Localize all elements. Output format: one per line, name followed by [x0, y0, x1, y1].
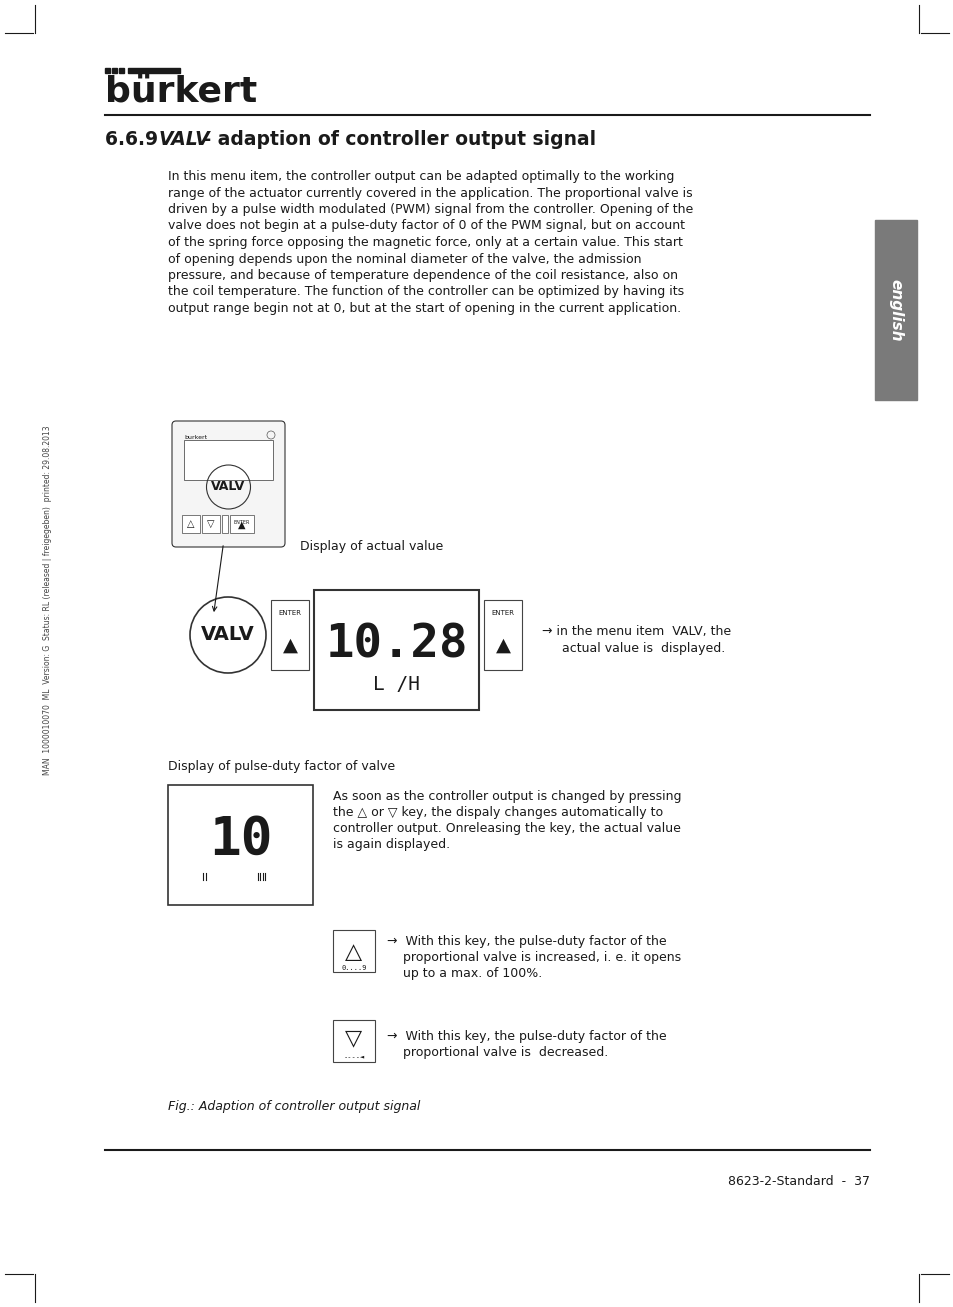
Bar [874, 220, 916, 400]
Text: ENTER: ENTER [233, 520, 250, 525]
Text: controller output. Onreleasing the key, the actual value: controller output. Onreleasing the key, … [333, 822, 680, 835]
Text: english: english [887, 278, 902, 341]
Text: 10: 10 [209, 814, 272, 867]
Bar [202, 515, 220, 533]
Text: burkert: burkert [184, 435, 207, 440]
Text: bürkert: bürkert [105, 74, 257, 108]
Text: L /H: L /H [373, 676, 419, 694]
Bar [314, 589, 478, 710]
Bar [128, 68, 180, 73]
Bar [112, 68, 117, 73]
Text: In this menu item, the controller output can be adapted optimally to the working: In this menu item, the controller output… [168, 170, 674, 183]
Text: △: △ [345, 942, 362, 962]
Text: Fig.: Adaption of controller output signal: Fig.: Adaption of controller output sign… [168, 1100, 420, 1114]
Text: the coil temperature. The function of the controller can be optimized by having : the coil temperature. The function of th… [168, 285, 683, 298]
Text: output range begin not at 0, but at the start of opening in the current applicat: output range begin not at 0, but at the … [168, 302, 680, 315]
Text: VALV: VALV [212, 481, 245, 494]
Text: Display of pulse-duty factor of valve: Display of pulse-duty factor of valve [168, 759, 395, 772]
Text: 10.28: 10.28 [325, 622, 467, 668]
Text: range of the actuator currently covered in the application. The proportional val: range of the actuator currently covered … [168, 187, 692, 200]
Text: As soon as the controller output is changed by pressing: As soon as the controller output is chan… [333, 789, 680, 802]
Text: ENTER: ENTER [491, 610, 514, 616]
Text: of opening depends upon the nominal diameter of the valve, the admission: of opening depends upon the nominal diam… [168, 252, 640, 265]
Text: ▲: ▲ [495, 635, 510, 655]
Text: - adaption of controller output signal: - adaption of controller output signal [196, 129, 596, 149]
Text: driven by a pulse width modulated (PWM) signal from the controller. Opening of t: driven by a pulse width modulated (PWM) … [168, 203, 693, 216]
Bar [230, 515, 253, 533]
Text: ▲: ▲ [282, 635, 297, 655]
Text: MAN  1000010070  ML  Version: G  Status: RL (released | freigegeben)  printed: 2: MAN 1000010070 ML Version: G Status: RL … [44, 425, 52, 775]
Bar [168, 786, 313, 904]
Bar [271, 600, 309, 670]
Bar [119, 68, 124, 73]
Text: VALV: VALV [201, 626, 254, 644]
Bar [222, 515, 228, 533]
Text: 0....9: 0....9 [341, 965, 366, 971]
Bar [182, 515, 200, 533]
Text: → in the menu item  VALV, the: → in the menu item VALV, the [541, 625, 730, 638]
Text: pressure, and because of temperature dependence of the coil resistance, also on: pressure, and because of temperature dep… [168, 269, 678, 282]
Text: of the spring force opposing the magnetic force, only at a certain value. This s: of the spring force opposing the magneti… [168, 237, 682, 250]
Text: is again displayed.: is again displayed. [333, 838, 450, 851]
Text: VALV: VALV [159, 129, 211, 149]
Text: Display of actual value: Display of actual value [299, 540, 443, 553]
Text: ▽: ▽ [207, 519, 214, 529]
Text: actual value is  displayed.: actual value is displayed. [541, 642, 724, 655]
Text: proportional valve is increased, i. e. it opens: proportional valve is increased, i. e. i… [387, 951, 680, 965]
Text: →  With this key, the pulse-duty factor of the: → With this key, the pulse-duty factor o… [387, 1030, 666, 1043]
Bar [105, 68, 110, 73]
Text: 8623-2-Standard  -  37: 8623-2-Standard - 37 [727, 1175, 869, 1188]
Text: valve does not begin at a pulse-duty factor of 0 of the PWM signal, but on accou: valve does not begin at a pulse-duty fac… [168, 220, 684, 233]
Bar [184, 440, 273, 480]
FancyBboxPatch shape [172, 421, 285, 548]
Text: ----◄: ----◄ [343, 1053, 364, 1059]
Bar [333, 1019, 375, 1063]
Text: up to a max. of 100%.: up to a max. of 100%. [387, 967, 541, 980]
Text: ▲: ▲ [238, 520, 246, 531]
Text: the △ or ▽ key, the dispaly changes automatically to: the △ or ▽ key, the dispaly changes auto… [333, 806, 662, 819]
Bar [333, 931, 375, 972]
Text: △: △ [187, 519, 194, 529]
Text: ENTER: ENTER [278, 610, 301, 616]
Text: proportional valve is  decreased.: proportional valve is decreased. [387, 1046, 608, 1059]
Text: →  With this key, the pulse-duty factor of the: → With this key, the pulse-duty factor o… [387, 935, 666, 948]
Text: 6.6.9: 6.6.9 [105, 129, 171, 149]
Text: ▽: ▽ [345, 1029, 362, 1048]
Bar [483, 600, 521, 670]
